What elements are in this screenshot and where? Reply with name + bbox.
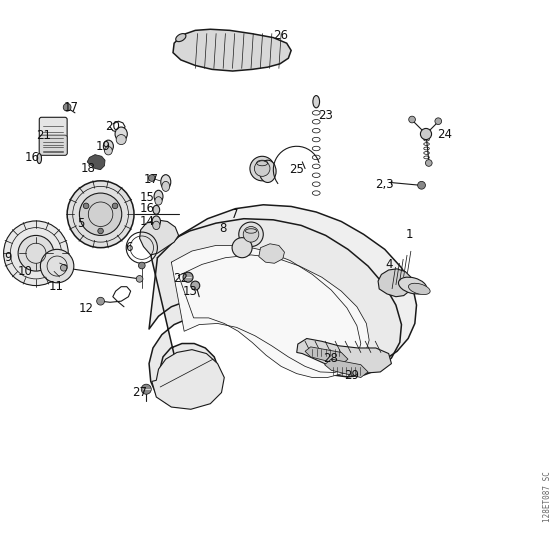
Circle shape [63,104,71,111]
Polygon shape [149,205,417,369]
Polygon shape [152,349,224,409]
Circle shape [418,181,426,189]
Circle shape [435,118,442,124]
Polygon shape [325,359,368,377]
Circle shape [232,237,252,258]
Circle shape [98,228,104,234]
Text: 128ET087 SC: 128ET087 SC [543,472,552,522]
Text: 12: 12 [78,302,94,315]
Polygon shape [149,219,402,407]
Circle shape [80,193,122,235]
Ellipse shape [408,283,430,295]
Ellipse shape [313,96,320,108]
Text: 7: 7 [231,208,238,221]
Text: 1: 1 [405,228,413,241]
Text: 25: 25 [290,163,304,176]
Text: 2,3: 2,3 [375,178,394,190]
Polygon shape [259,244,284,263]
Ellipse shape [176,34,186,41]
Polygon shape [305,347,348,365]
Circle shape [183,272,193,282]
Ellipse shape [153,206,160,214]
Circle shape [138,262,145,269]
Polygon shape [297,338,391,374]
Circle shape [148,175,155,181]
Polygon shape [179,255,369,377]
Text: 13: 13 [183,284,197,298]
Text: 8: 8 [220,222,227,235]
Circle shape [254,161,270,176]
Circle shape [40,249,74,283]
Text: 11: 11 [49,280,63,293]
Polygon shape [378,269,413,297]
Text: 17: 17 [143,173,158,186]
Circle shape [191,281,200,290]
Ellipse shape [152,216,161,227]
Ellipse shape [115,127,127,141]
Polygon shape [87,155,105,170]
Text: 6: 6 [125,241,132,254]
Text: 14: 14 [140,215,155,228]
Text: 27: 27 [132,386,147,399]
Circle shape [409,116,416,123]
Circle shape [67,181,134,248]
Text: 4: 4 [385,258,393,271]
Text: 9: 9 [4,251,12,264]
Circle shape [97,297,105,305]
Ellipse shape [104,140,113,152]
Text: 16: 16 [25,151,40,164]
Ellipse shape [153,221,160,230]
Text: 28: 28 [323,352,338,365]
Circle shape [60,264,67,271]
Polygon shape [139,220,179,255]
Circle shape [243,226,259,242]
Text: 21: 21 [36,129,51,142]
Text: 10: 10 [17,265,32,278]
Circle shape [18,235,54,271]
Text: 18: 18 [80,162,95,175]
Text: 19: 19 [95,140,110,153]
Circle shape [3,221,68,286]
Text: 20: 20 [105,120,120,133]
FancyBboxPatch shape [39,135,67,155]
Ellipse shape [161,175,171,189]
Circle shape [421,128,432,139]
Circle shape [112,203,118,209]
Text: 16: 16 [140,202,155,215]
Ellipse shape [116,134,126,144]
Text: 24: 24 [437,128,452,141]
Ellipse shape [37,153,41,164]
Text: 5: 5 [77,217,84,230]
Text: 23: 23 [318,109,333,122]
Ellipse shape [259,160,276,183]
Ellipse shape [162,181,170,192]
Circle shape [83,203,89,209]
Polygon shape [171,245,361,372]
Text: 22: 22 [173,272,188,286]
Circle shape [136,276,143,282]
Circle shape [239,222,263,246]
Circle shape [141,384,151,394]
Text: 15: 15 [140,191,155,204]
Polygon shape [173,29,291,71]
Ellipse shape [154,190,163,203]
FancyBboxPatch shape [39,117,67,155]
Ellipse shape [399,277,427,294]
Text: 26: 26 [274,30,288,43]
Text: 17: 17 [63,101,78,114]
Ellipse shape [155,197,162,205]
Circle shape [250,156,274,181]
Circle shape [426,160,432,166]
Text: 29: 29 [344,370,359,382]
Ellipse shape [105,147,112,155]
